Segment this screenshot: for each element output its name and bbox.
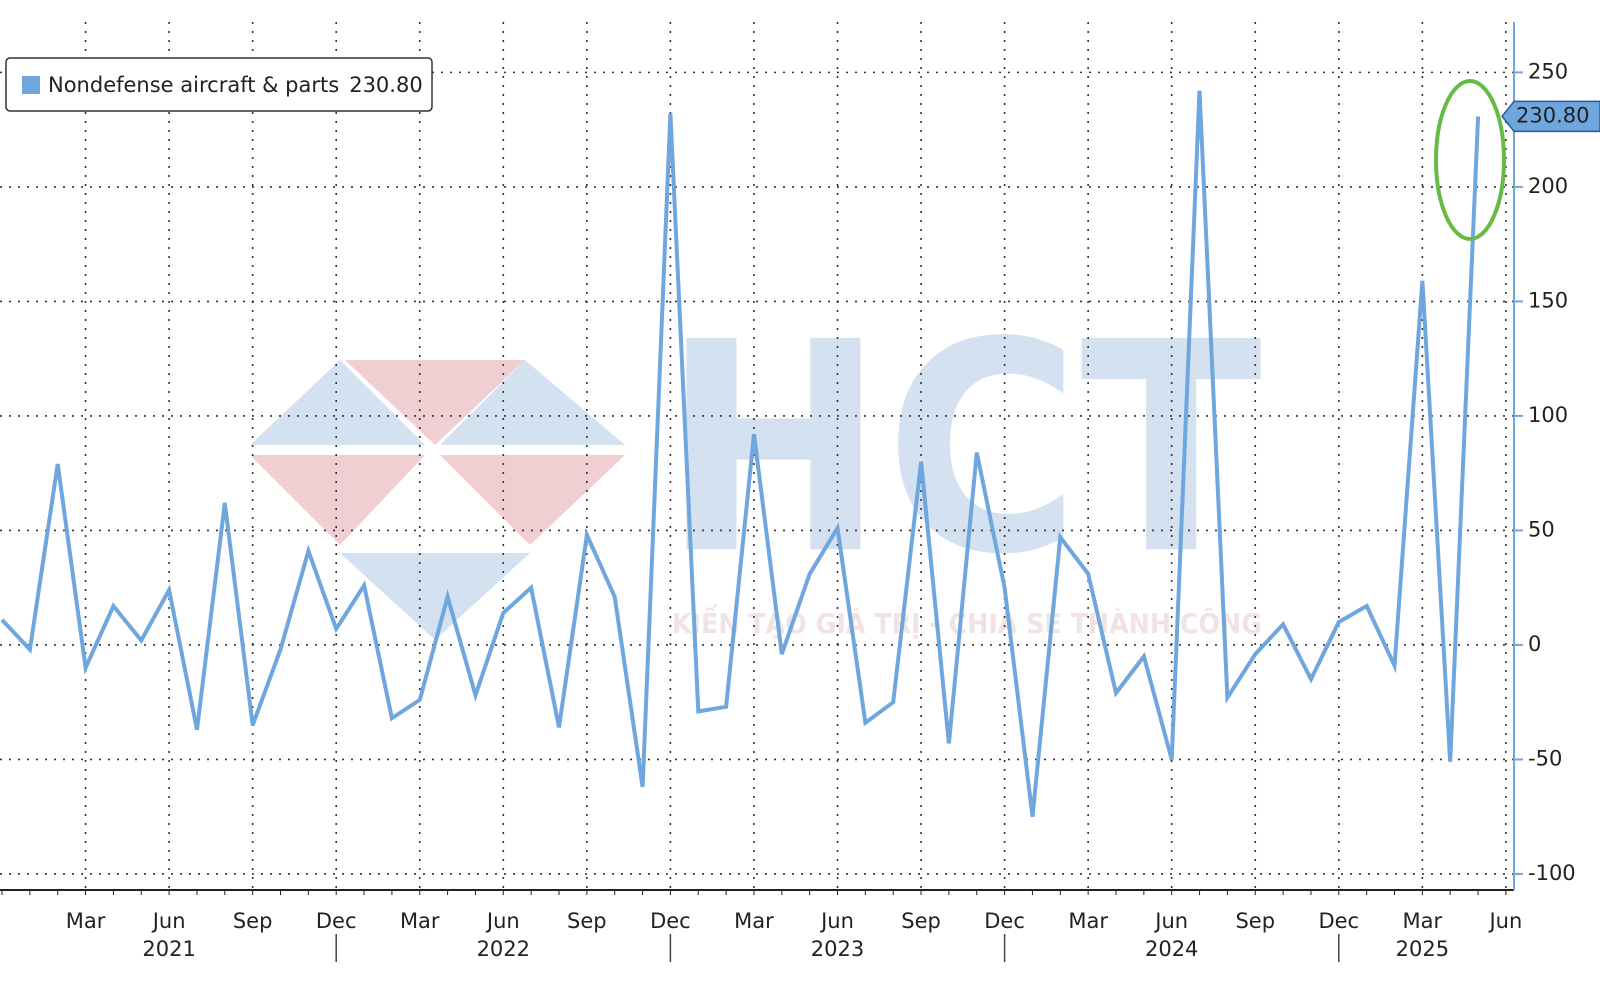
logo-shape: [340, 553, 530, 640]
year-label: 2025: [1396, 937, 1449, 961]
logo-shape: [440, 455, 625, 545]
legend-swatch: [22, 76, 40, 94]
x-tick-label: Sep: [901, 909, 941, 933]
logo-shape: [440, 360, 625, 445]
year-label: 2021: [142, 937, 195, 961]
x-tick-label: Dec: [984, 909, 1025, 933]
x-tick-label: Mar: [1403, 909, 1443, 933]
watermark-logo: HCT: [662, 281, 1263, 618]
year-label: 2024: [1145, 937, 1198, 961]
last-value-label: 230.80: [1516, 103, 1589, 127]
y-tick-label: 250: [1528, 59, 1568, 83]
x-tick-label: Mar: [66, 909, 106, 933]
x-tick-label: Dec: [1318, 909, 1359, 933]
y-tick-label: 50: [1528, 517, 1555, 541]
y-tick-label: 150: [1528, 288, 1568, 312]
x-tick-label: Sep: [567, 909, 607, 933]
x-tick-label: Dec: [650, 909, 691, 933]
x-tick-label: Mar: [1068, 909, 1108, 933]
y-tick-label: -50: [1528, 746, 1562, 770]
legend-box: [5, 57, 433, 112]
logo-shape: [250, 360, 425, 445]
y-tick-label: 0: [1528, 632, 1541, 656]
year-label: 2023: [811, 937, 864, 961]
x-tick-label: Jun: [485, 909, 520, 933]
legend-value: 230.80: [349, 73, 422, 97]
plot-area: -100 -50 0 50 100 150 200 250 Mar Jun 2021 Sep Dec Ma…: [0, 22, 1600, 962]
series-line: [0, 90, 1481, 817]
y-tick-label: 200: [1528, 174, 1568, 198]
watermark-tagline: KIẾN TẠO GIÁ TRỊ - CHIA SẺ THÀNH CÔNG: [672, 603, 1262, 640]
y-tick-label: 100: [1528, 403, 1568, 427]
x-tick-label: Jun: [151, 909, 186, 933]
year-label: 2022: [477, 937, 530, 961]
legend-label: Nondefense aircraft & parts: [48, 73, 339, 97]
y-tick-label: -100: [1528, 861, 1576, 885]
highlight-ellipse: [1434, 79, 1506, 241]
logo-shape: [250, 455, 425, 545]
x-tick-label: Sep: [1235, 909, 1275, 933]
x-tick-label: Mar: [734, 909, 774, 933]
x-tick-label: Mar: [400, 909, 440, 933]
x-tick-label: Sep: [233, 909, 273, 933]
x-tick-label: Dec: [316, 909, 357, 933]
x-tick-label: Jun: [819, 909, 854, 933]
legend: Nondefense aircraft & parts 230.80: [5, 57, 433, 112]
last-value-tag: [1501, 100, 1600, 133]
logo-shape: [345, 360, 525, 445]
watermark: HCT KIẾN TẠO GIÁ TRỊ - CHIA SẺ THÀNH CÔN…: [250, 281, 1263, 640]
x-tick-label: Jun: [1153, 909, 1188, 933]
x-tick-label: Jun: [1487, 909, 1522, 933]
